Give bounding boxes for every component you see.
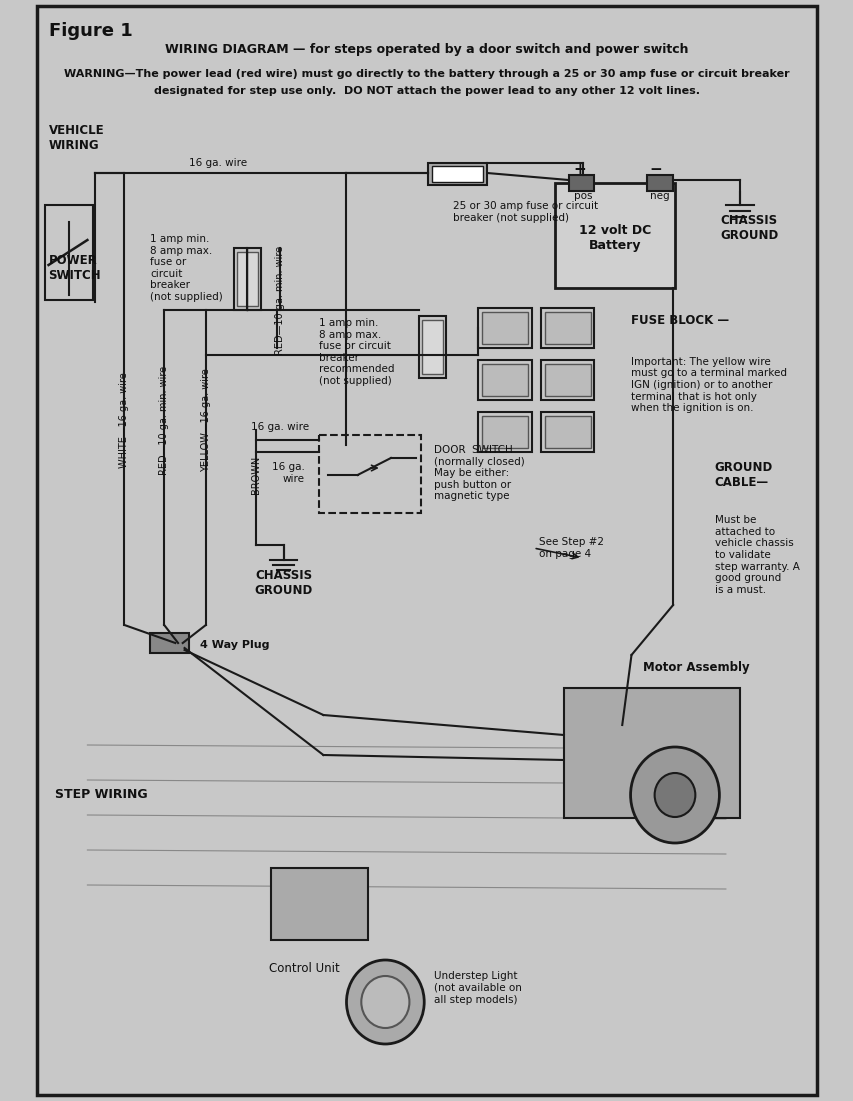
Bar: [45, 205, 93, 299]
Bar: [568, 175, 594, 190]
Bar: [150, 633, 189, 653]
Text: 25 or 30 amp fuse or circuit
breaker (not supplied): 25 or 30 amp fuse or circuit breaker (no…: [452, 201, 597, 222]
Bar: [422, 320, 442, 374]
Bar: [318, 435, 420, 513]
Text: Must be
attached to
vehicle chassis
to validate
step warranty. A
good ground
is : Must be attached to vehicle chassis to v…: [714, 515, 798, 595]
Bar: [270, 868, 368, 940]
Circle shape: [361, 975, 409, 1028]
Text: Figure 1: Figure 1: [49, 22, 132, 40]
Bar: [431, 166, 483, 182]
Bar: [418, 316, 446, 378]
Bar: [544, 312, 590, 344]
Bar: [234, 248, 261, 310]
Text: STEP WIRING: STEP WIRING: [55, 788, 148, 802]
Bar: [554, 183, 674, 288]
Text: Important: The yellow wire
must go to a terminal marked
IGN (ignition) or to ano: Important: The yellow wire must go to a …: [630, 357, 786, 413]
Text: See Step #2
on page 4: See Step #2 on page 4: [538, 537, 603, 559]
Text: 12 volt DC
Battery: 12 volt DC Battery: [578, 224, 650, 252]
Text: 16 ga.
wire: 16 ga. wire: [271, 462, 305, 483]
Text: WHITE—16 ga. wire: WHITE—16 ga. wire: [119, 372, 130, 468]
Bar: [237, 252, 258, 306]
Bar: [540, 308, 594, 348]
Text: GROUND
CABLE—: GROUND CABLE—: [714, 461, 772, 489]
Bar: [481, 312, 527, 344]
Bar: [478, 412, 531, 453]
Text: FUSE BLOCK —: FUSE BLOCK —: [630, 314, 728, 327]
Polygon shape: [46, 659, 794, 958]
Text: 1 amp min.
8 amp max.
fuse or
circuit
breaker
(not supplied): 1 amp min. 8 amp max. fuse or circuit br…: [150, 235, 223, 302]
Bar: [544, 364, 590, 396]
Bar: [481, 416, 527, 448]
Bar: [540, 360, 594, 400]
Text: VEHICLE
WIRING: VEHICLE WIRING: [49, 124, 104, 152]
Text: POWER
SWITCH: POWER SWITCH: [49, 254, 101, 282]
Text: WARNING—The power lead (red wire) must go directly to the battery through a 25 o: WARNING—The power lead (red wire) must g…: [64, 69, 789, 79]
Bar: [478, 360, 531, 400]
Text: +: +: [572, 162, 585, 176]
Text: DOOR  SWITCH
(normally closed)
May be either:
push button or
magnetic type: DOOR SWITCH (normally closed) May be eit…: [434, 445, 525, 501]
Bar: [481, 364, 527, 396]
Text: designated for step use only.  DO NOT attach the power lead to any other 12 volt: designated for step use only. DO NOT att…: [154, 86, 699, 96]
Text: CHASSIS
GROUND: CHASSIS GROUND: [719, 214, 777, 242]
Text: YELLOW—16 ga. wire: YELLOW—16 ga. wire: [200, 368, 211, 472]
Text: RED—10 ga. min. wire: RED—10 ga. min. wire: [159, 366, 169, 475]
Circle shape: [630, 746, 718, 843]
Circle shape: [654, 773, 694, 817]
Bar: [647, 175, 672, 190]
Text: Control Unit: Control Unit: [270, 961, 339, 974]
Bar: [478, 308, 531, 348]
Bar: [427, 163, 486, 185]
Text: −: −: [648, 162, 661, 176]
Polygon shape: [64, 680, 751, 928]
Text: neg: neg: [650, 190, 670, 201]
Text: CHASSIS
GROUND: CHASSIS GROUND: [254, 569, 312, 597]
Bar: [563, 688, 739, 818]
Bar: [540, 412, 594, 453]
Text: Motor Assembly: Motor Assembly: [642, 662, 749, 675]
Bar: [544, 416, 590, 448]
Text: pos: pos: [573, 190, 592, 201]
Text: WIRING DIAGRAM — for steps operated by a door switch and power switch: WIRING DIAGRAM — for steps operated by a…: [165, 44, 688, 56]
Circle shape: [346, 960, 424, 1044]
Text: 1 amp min.
8 amp max.
fuse or circuit
breaker
recommended
(not supplied): 1 amp min. 8 amp max. fuse or circuit br…: [318, 318, 394, 386]
Text: 16 ga. wire: 16 ga. wire: [189, 159, 247, 168]
Text: RED—10 ga. min. wire: RED—10 ga. min. wire: [275, 246, 285, 355]
Text: Understep Light
(not available on
all step models): Understep Light (not available on all st…: [434, 971, 522, 1004]
Text: BROWN: BROWN: [251, 456, 260, 494]
Text: 16 ga. wire: 16 ga. wire: [251, 422, 309, 432]
Text: 4 Way Plug: 4 Way Plug: [200, 640, 270, 650]
